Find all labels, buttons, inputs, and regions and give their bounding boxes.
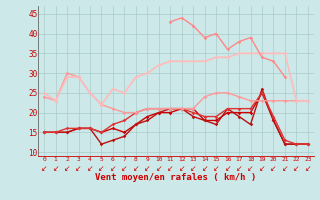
X-axis label: Vent moyen/en rafales ( km/h ): Vent moyen/en rafales ( km/h ) bbox=[95, 173, 257, 182]
Text: ↙: ↙ bbox=[190, 164, 196, 173]
Text: ↙: ↙ bbox=[282, 164, 288, 173]
Text: ↙: ↙ bbox=[75, 164, 82, 173]
Text: ↙: ↙ bbox=[305, 164, 311, 173]
Text: ↙: ↙ bbox=[293, 164, 300, 173]
Text: ↙: ↙ bbox=[156, 164, 162, 173]
Text: ↙: ↙ bbox=[202, 164, 208, 173]
Text: ↙: ↙ bbox=[133, 164, 139, 173]
Text: ↙: ↙ bbox=[259, 164, 265, 173]
Text: ↙: ↙ bbox=[64, 164, 70, 173]
Text: ↙: ↙ bbox=[110, 164, 116, 173]
Text: ↙: ↙ bbox=[52, 164, 59, 173]
Text: ↙: ↙ bbox=[236, 164, 242, 173]
Text: ↙: ↙ bbox=[144, 164, 150, 173]
Text: ↙: ↙ bbox=[167, 164, 173, 173]
Text: ↙: ↙ bbox=[87, 164, 93, 173]
Text: ↙: ↙ bbox=[224, 164, 231, 173]
Text: ↙: ↙ bbox=[247, 164, 254, 173]
Text: ↙: ↙ bbox=[270, 164, 277, 173]
Text: ↙: ↙ bbox=[98, 164, 105, 173]
Text: ↙: ↙ bbox=[121, 164, 128, 173]
Text: ↙: ↙ bbox=[41, 164, 47, 173]
Text: ↙: ↙ bbox=[179, 164, 185, 173]
Text: ↙: ↙ bbox=[213, 164, 219, 173]
